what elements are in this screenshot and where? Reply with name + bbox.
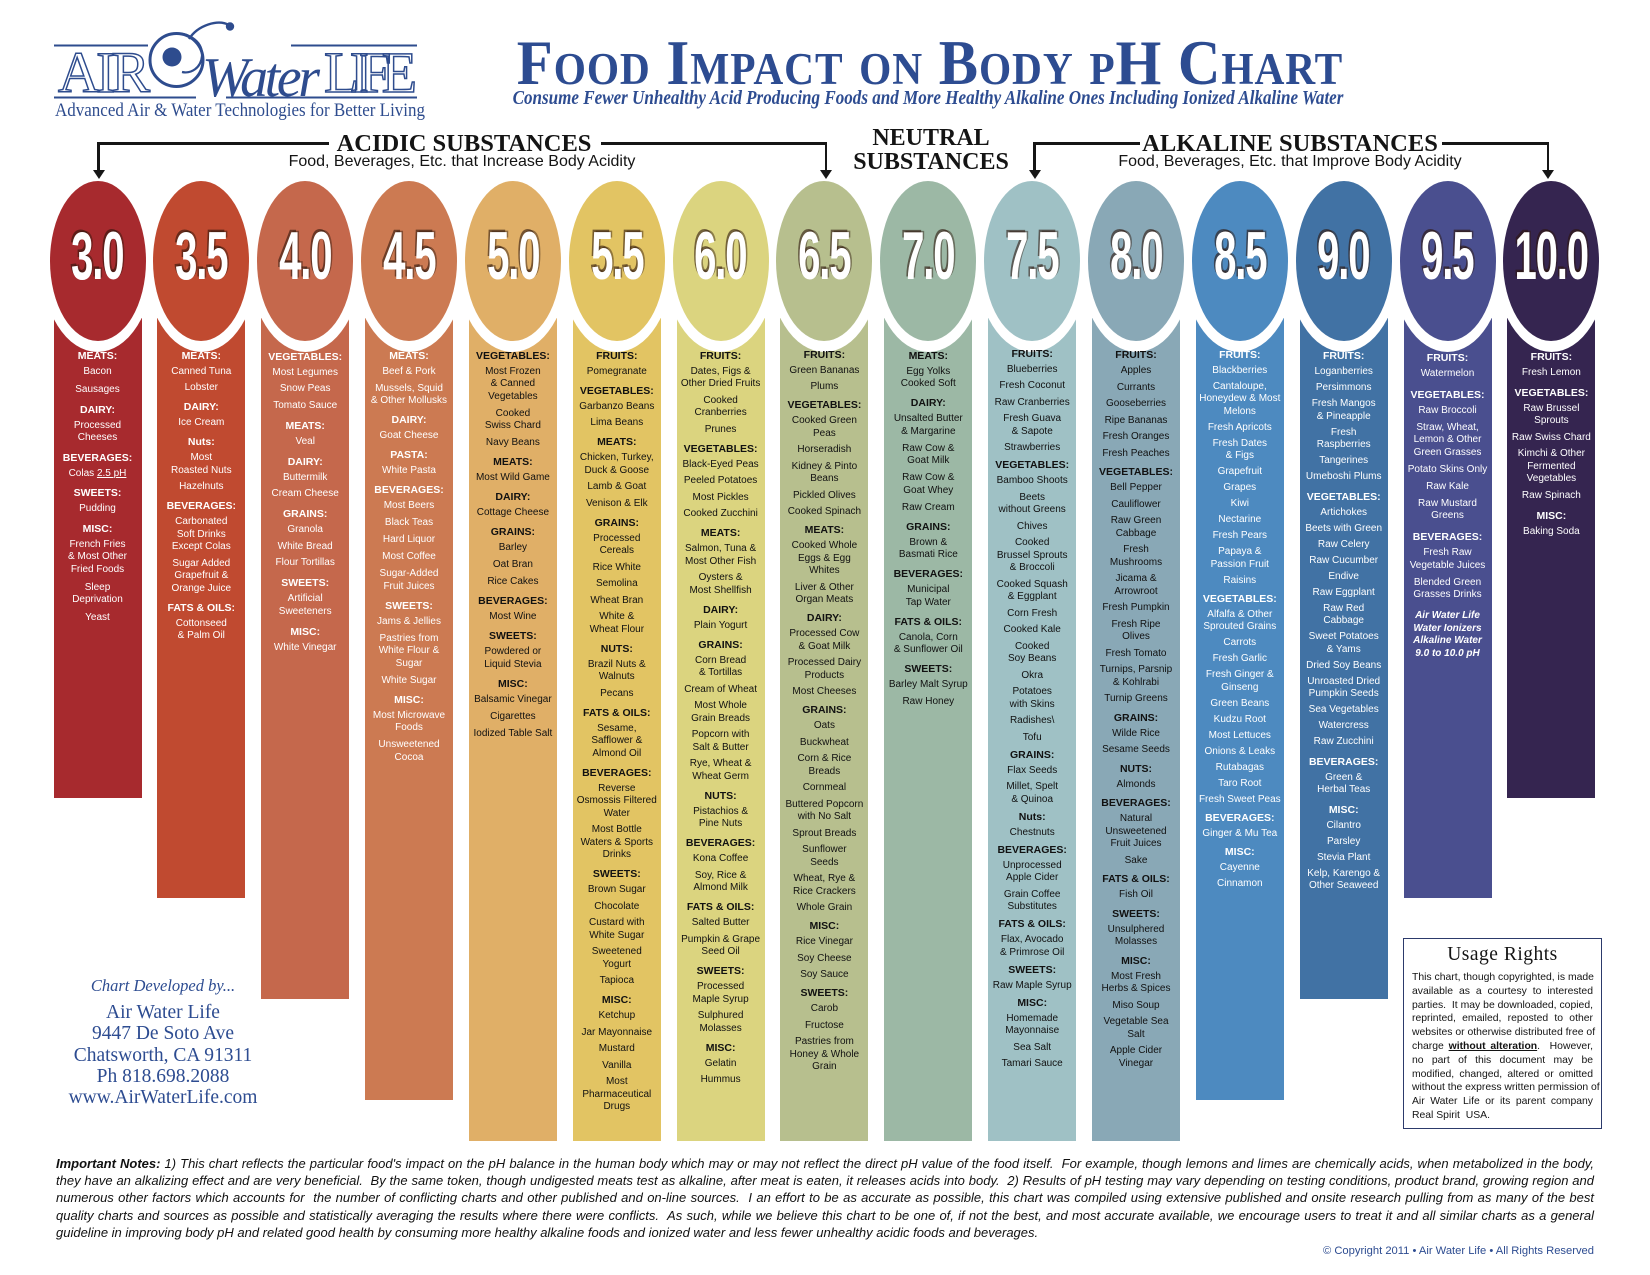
svg-text:AIR: AIR [58,40,150,105]
svg-text:Water: Water [202,47,320,109]
svg-text:Advanced Air & Water Technolog: Advanced Air & Water Technologies for Be… [55,100,425,121]
svg-text:LIFE: LIFE [324,40,417,105]
